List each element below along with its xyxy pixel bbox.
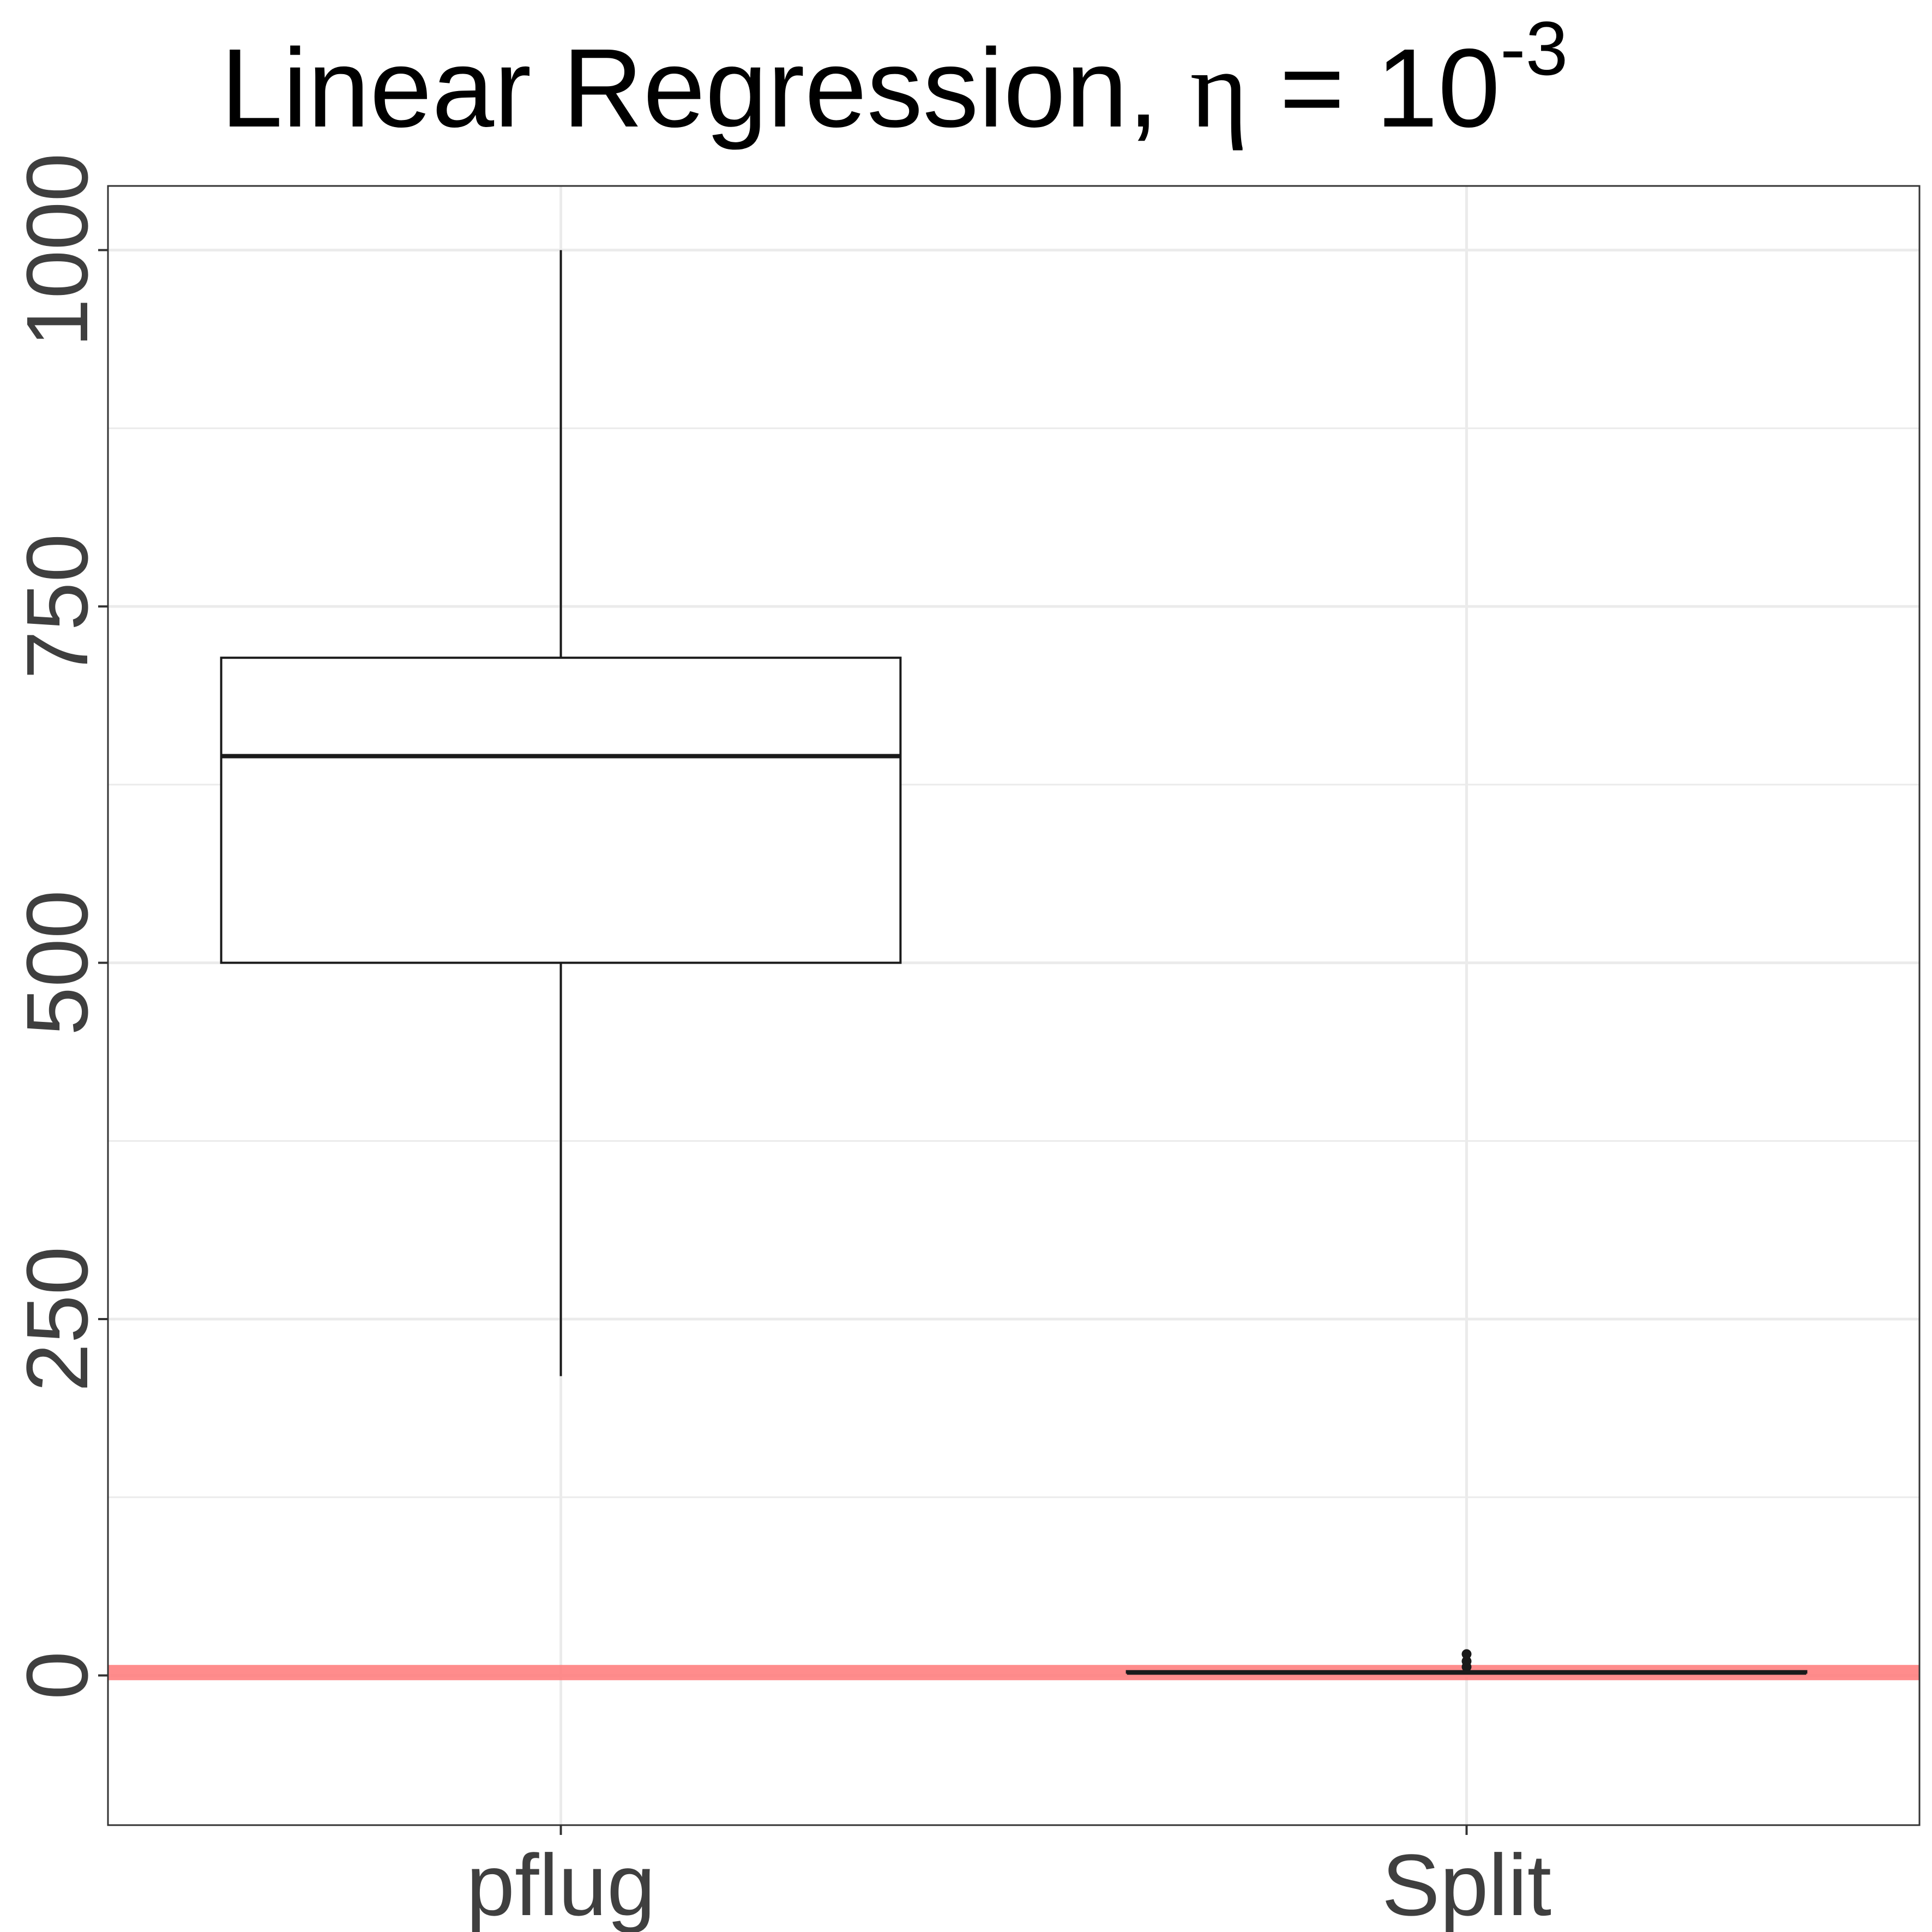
title-relation: = 10 <box>1248 26 1500 151</box>
outlier-point <box>1461 1649 1472 1659</box>
chart-title: Linear Regression, η = 10-3 <box>221 5 1568 151</box>
panel-border <box>107 185 1921 1826</box>
boxplot-layer <box>220 250 1808 1675</box>
box <box>220 657 902 964</box>
y-tick-label: 750 <box>8 534 106 679</box>
y-tick-label: 1000 <box>8 153 106 347</box>
grid-lines <box>108 186 1919 1825</box>
outlier-point <box>1461 1656 1472 1666</box>
x-tick-label: pflug <box>466 1836 655 1932</box>
box-group-split <box>1126 1649 1808 1675</box>
y-tick-label: 500 <box>8 890 106 1036</box>
y-tick-label: 0 <box>8 1651 106 1700</box>
x-tick-label: Split <box>1382 1836 1551 1932</box>
y-tick-label: 250 <box>8 1247 106 1392</box>
box-group-pflug <box>220 250 902 1376</box>
axis-layer: 0 250 500 750 1000 pflug Split <box>8 153 1551 1932</box>
title-text: Linear Regression, <box>221 26 1190 151</box>
title-exponent: -3 <box>1500 5 1568 91</box>
title-eta-symbol: η <box>1190 27 1248 151</box>
